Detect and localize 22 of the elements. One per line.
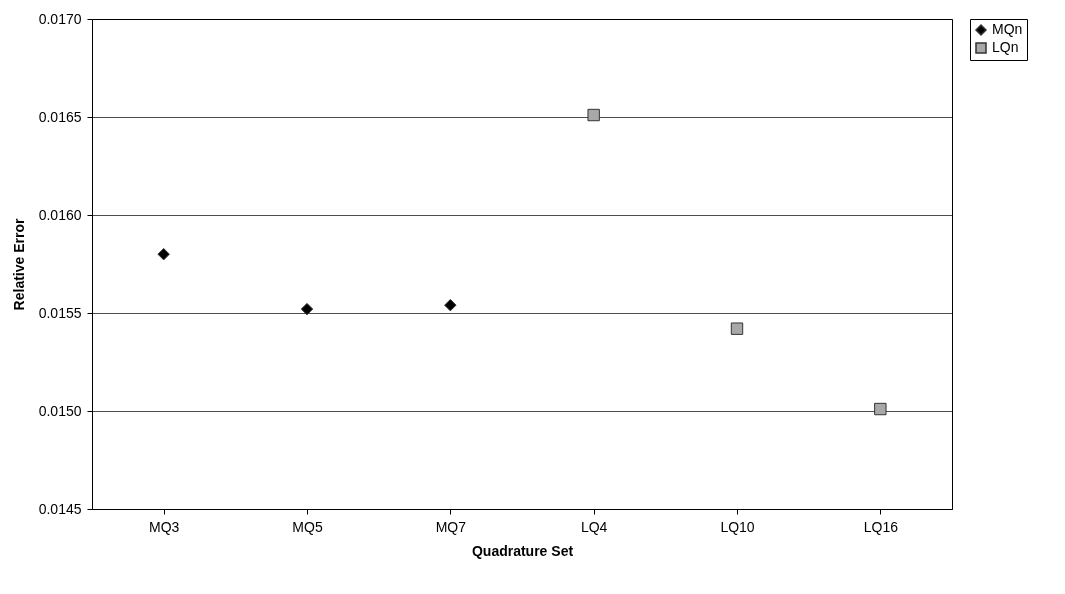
y-tick-label: 0.0170 xyxy=(38,10,82,27)
x-tick-label: LQ4 xyxy=(580,518,608,535)
x-tick-label: LQ16 xyxy=(863,518,899,535)
y-tick-label: 0.0160 xyxy=(38,206,82,223)
y-tick-label: 0.0165 xyxy=(38,108,82,125)
point xyxy=(587,108,600,122)
y-axis-title: Relative Error xyxy=(10,218,27,311)
x-tick-label: MQ5 xyxy=(292,518,323,535)
y-tick-label: 0.0155 xyxy=(38,304,82,321)
x-tick-label: MQ7 xyxy=(435,518,467,535)
point xyxy=(730,322,744,335)
y-tick-label: 0.0150 xyxy=(38,402,82,419)
x-axis-title: Quadrature Set xyxy=(471,542,574,559)
point xyxy=(444,298,457,312)
legend-label: LQn xyxy=(992,39,1019,55)
x-tick-label: MQ3 xyxy=(148,518,180,535)
point xyxy=(157,248,170,261)
y-tick-label: 0.0145 xyxy=(38,500,82,517)
point xyxy=(874,402,887,416)
legend-label: MQn xyxy=(992,21,1023,37)
point xyxy=(300,302,314,316)
x-tick-label: LQ10 xyxy=(720,518,755,535)
